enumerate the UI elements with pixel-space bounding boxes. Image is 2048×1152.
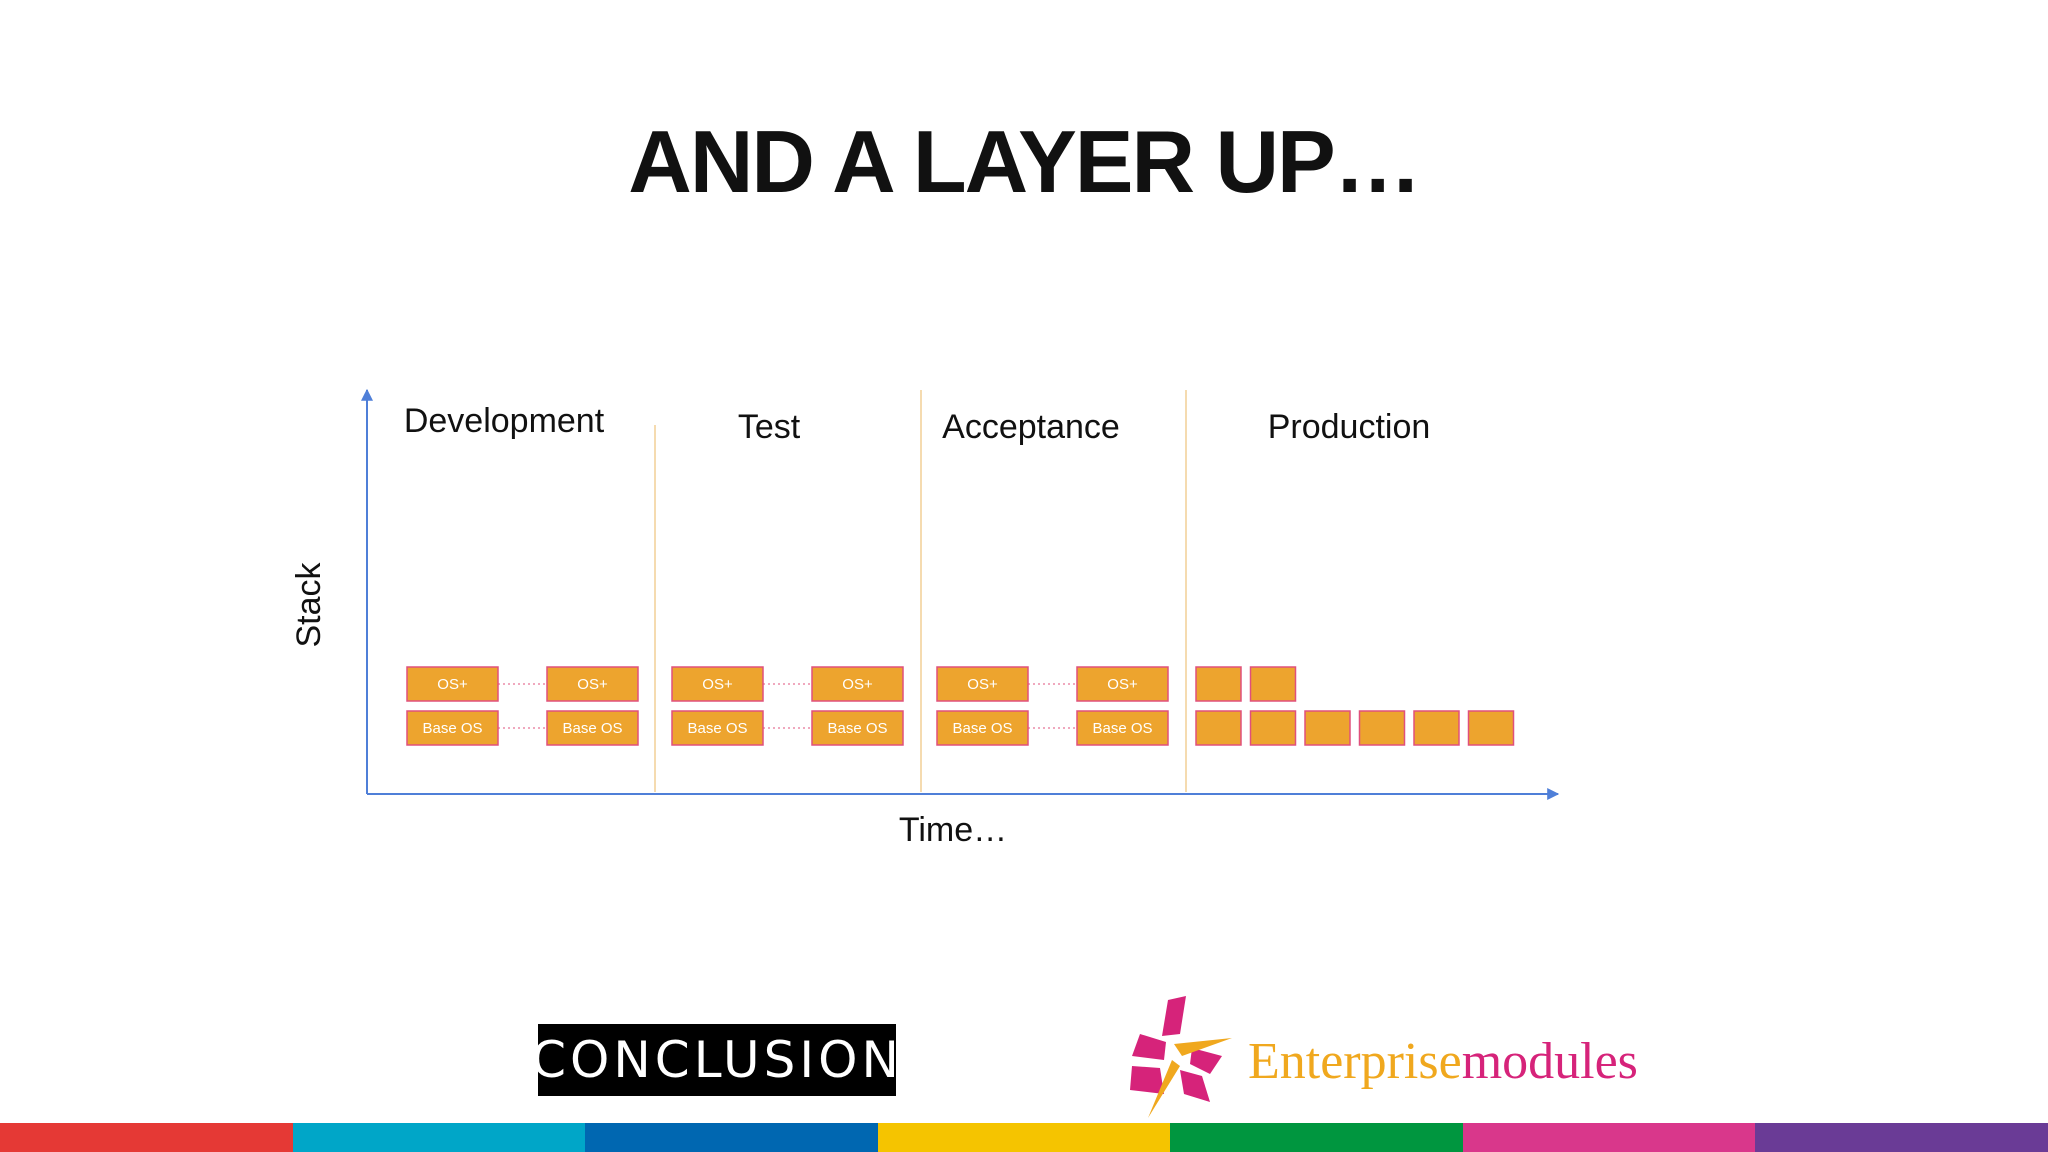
production-bottom-box-rect	[1195, 710, 1242, 746]
base-os-box-rect	[811, 710, 904, 746]
os-plus-box-rect	[1076, 666, 1169, 702]
os-plus-box-label: OS+	[842, 676, 873, 693]
production-bottom-box-rect	[1413, 710, 1460, 746]
footer-color-segment	[292, 1123, 586, 1152]
base-os-box-label: Base OS	[1092, 720, 1152, 737]
os-plus-box-label: OS+	[1107, 676, 1138, 693]
base-os-box: Base OS	[936, 710, 1029, 746]
os-plus-box-label: OS+	[437, 676, 468, 693]
production-bottom-box	[1249, 710, 1297, 746]
production-bottom-box-rect	[1358, 710, 1406, 746]
os-plus-box: OS+	[811, 666, 904, 702]
base-os-box-label: Base OS	[562, 720, 622, 737]
production-bottom-box	[1467, 710, 1515, 746]
production-top-box	[1249, 666, 1297, 702]
wordmark-enterprise: Enterprise	[1248, 1033, 1462, 1090]
base-os-box-label: Base OS	[952, 720, 1012, 737]
phase-label-production: Production	[1268, 408, 1431, 446]
phase-label-development: Development	[404, 402, 605, 440]
base-os-box-rect	[546, 710, 639, 746]
production-bottom-box-rect	[1249, 710, 1297, 746]
y-axis-label: Stack	[290, 561, 328, 647]
base-os-box-label: Base OS	[827, 720, 887, 737]
os-plus-box-rect	[811, 666, 904, 702]
base-os-box-rect	[1076, 710, 1169, 746]
production-top-box	[1195, 666, 1242, 702]
wordmark-modules: modules	[1461, 1033, 1638, 1090]
footer-color-segment	[877, 1123, 1171, 1152]
production-bottom-box	[1195, 710, 1242, 746]
enterprise-modules-logo: Enterprisemodules	[1110, 990, 1650, 1120]
base-os-box: Base OS	[671, 710, 764, 746]
os-plus-box-rect	[546, 666, 639, 702]
production-bottom-box	[1358, 710, 1406, 746]
production-bottom-box	[1413, 710, 1460, 746]
footer-color-segment	[1755, 1123, 2048, 1152]
pinwheel-logo-icon	[1130, 996, 1232, 1118]
box-layer: OS+ Base OS OS+ Base OS OS+ Base OS OS+ Base OS…	[406, 666, 1515, 746]
footer-color-bar	[0, 1123, 2048, 1152]
production-bottom-box-rect	[1304, 710, 1351, 746]
base-os-box: Base OS	[406, 710, 499, 746]
os-plus-box-label: OS+	[967, 676, 998, 693]
stack-time-diagram: Stack Time… Development Test Acceptance Pro…	[290, 388, 1560, 849]
base-os-box: Base OS	[1076, 710, 1169, 746]
os-plus-box: OS+	[546, 666, 639, 702]
base-os-box-label: Base OS	[422, 720, 482, 737]
footer-color-segment	[1462, 1123, 1756, 1152]
os-plus-box: OS+	[671, 666, 764, 702]
base-os-box-rect	[406, 710, 499, 746]
os-plus-box-label: OS+	[702, 676, 733, 693]
footer-color-segment	[1170, 1123, 1463, 1152]
base-os-box-rect	[936, 710, 1029, 746]
conclusion-logo: CONCLUSION	[531, 1024, 899, 1096]
phase-label-test: Test	[738, 408, 801, 446]
base-os-box-label: Base OS	[687, 720, 747, 737]
production-top-box-rect	[1249, 666, 1297, 702]
base-os-box: Base OS	[811, 710, 904, 746]
os-plus-box-label: OS+	[577, 676, 608, 693]
enterprise-modules-wordmark: Enterprisemodules	[1248, 1032, 1638, 1091]
os-plus-box: OS+	[936, 666, 1029, 702]
os-plus-box-rect	[406, 666, 499, 702]
footer-color-segment	[0, 1123, 293, 1152]
base-os-box: Base OS	[546, 710, 639, 746]
os-plus-box-rect	[936, 666, 1029, 702]
production-top-box-rect	[1195, 666, 1242, 702]
slide-title: AND A LAYER UP…	[628, 112, 1421, 211]
production-bottom-box	[1304, 710, 1351, 746]
os-plus-box: OS+	[406, 666, 499, 702]
phase-label-acceptance: Acceptance	[942, 408, 1120, 446]
x-axis-label: Time…	[899, 811, 1007, 849]
os-plus-box-rect	[671, 666, 764, 702]
footer-color-segment	[585, 1123, 878, 1152]
os-plus-box: OS+	[1076, 666, 1169, 702]
production-bottom-box-rect	[1467, 710, 1515, 746]
phase-layer: Development Test Acceptance Production	[404, 390, 1430, 792]
